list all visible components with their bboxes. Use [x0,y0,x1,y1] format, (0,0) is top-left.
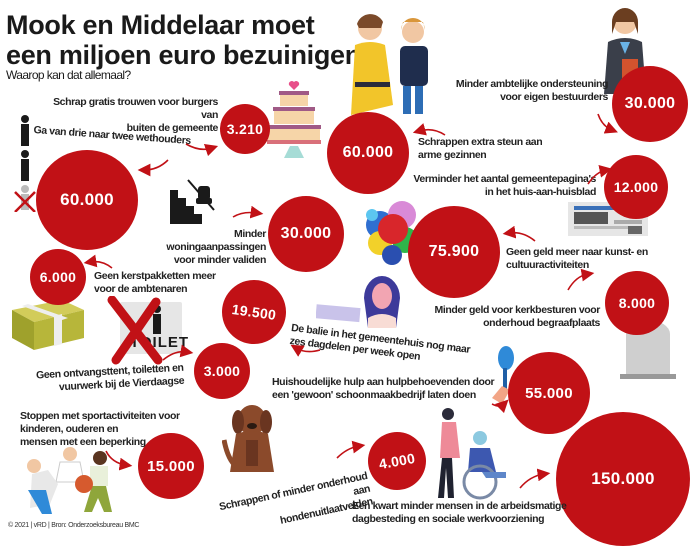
label-housing: Minder woningaanpassingen voor minder va… [160,228,266,267]
amount-circle-culture: 75.900 [408,206,500,298]
label-line: Minder ambtelijke ondersteuning [455,78,609,90]
label-christmas: Geen kerstpakketten meer voor de ambtena… [94,270,216,296]
newspaper-icon [568,202,648,236]
label-line: dagbesteding en sociale werkvoorziening [352,513,545,525]
toilet-icon: TOILET [107,296,188,365]
reception-woman-icon [316,276,400,328]
label-line: Verminder het aantal gemeentepagina's [413,173,596,185]
amount-circle-civil-support: 30.000 [612,66,688,142]
label-line: in het huis-aan-huisblad [484,186,597,198]
amount-circle-poor-families: 60.000 [327,112,409,194]
title: Mook en Middelaar moet een miljoen euro … [6,10,361,70]
stairlift-icon [170,179,215,224]
label-line: Minder geld voor kerkbesturen voor [434,304,600,316]
label-cemetery: Minder geld voor kerkbesturen voor onder… [434,304,600,330]
label-line: buiten de gemeente [126,122,219,134]
label-line: arme gezinnen [418,149,487,161]
label-line: Schrap gratis trouwen voor burgers van [53,96,218,121]
label-line: een 'gewoon' schoonmaakbedrijf laten doe… [272,389,476,401]
label-line: kinderen, ouderen en [20,423,119,435]
label-line: Huishoudelijke hulp aan hulpbehoevenden … [272,376,495,388]
credit: © 2021 | vRD | Bron: Onderzoeksbureau BM… [8,522,140,529]
label-line: voor minder validen [173,254,267,266]
dog-icon [222,405,274,472]
label-line: voor de ambtenaren [94,283,188,295]
cross-icon [107,296,163,365]
label-newsletter: Verminder het aantal gemeentepagina's in… [400,173,596,199]
title-line-2: een miljoen euro bezuinigen [6,40,361,70]
amount-circle-christmas: 6.000 [30,249,86,305]
label-culture: Geen geld meer naar kunst- en cultuuract… [506,246,648,272]
label-sheltered-work: Een kwart minder mensen in de arbeidsmat… [352,500,567,526]
wedding-cake-icon [267,81,321,158]
mother-child-icon [351,14,428,115]
amount-circle-vierdaagse: 3.000 [194,343,250,399]
amount-circle-housing: 30.000 [268,196,344,272]
amount-circle-newsletter: 12.000 [604,155,668,219]
amount-circle-wedding: 3.210 [220,104,270,154]
title-line-1: Mook en Middelaar moet [6,10,315,40]
label-poor-families: Schrappen extra steun aan arme gezinnen [418,136,543,162]
label-line: Stoppen met sportactiviteiten voor [20,410,180,422]
label-line: woningaanpassingen [166,241,266,253]
persons-icon [14,115,36,212]
amount-circle-sheltered-work: 150.000 [556,412,690,546]
label-line: mensen met een beperking [20,436,146,448]
label-civil-support: Minder ambtelijke ondersteuning voor eig… [440,78,609,104]
amount-circle-household: 55.000 [508,352,590,434]
label-line: onderhoud begraafplaats [483,317,600,329]
amount-circle-aldermen: 60.000 [36,150,138,250]
amount-circle-cemetery: 8.000 [605,271,669,335]
amount-circle-sports: 15.000 [138,433,204,499]
label-line: Schrappen extra steun aan [418,136,543,148]
label-line: cultuuractiviteiten [506,259,589,271]
gift-box-icon [12,300,84,350]
wheelchair-icon [438,408,506,500]
label-line: Geen geld meer naar kunst- en [506,246,648,258]
label-household: Huishoudelijke hulp aan hulpbehoevenden … [272,376,495,402]
label-line: Geen kerstpakketten meer [94,270,216,282]
label-wedding: Schrap gratis trouwen voor burgers van b… [40,96,218,135]
label-line: Een kwart minder mensen in de arbeidsmat… [352,500,567,512]
label-sports: Stoppen met sportactiviteiten voor kinde… [20,410,180,449]
label-line: Minder [233,228,266,240]
subtitle: Waarop kan dat allemaal? [6,68,131,82]
label-line: voor eigen bestuurders [500,91,608,103]
kids-basketball-icon [27,447,112,514]
